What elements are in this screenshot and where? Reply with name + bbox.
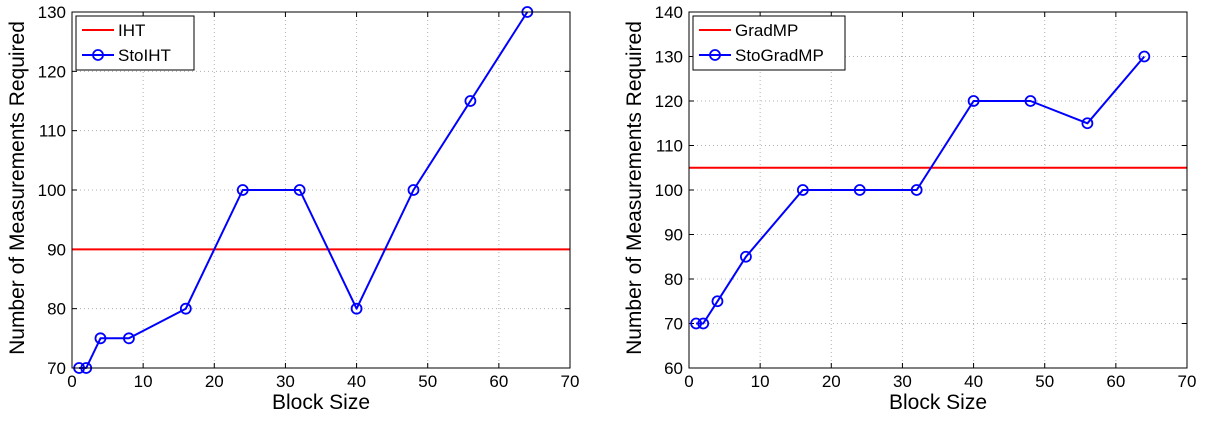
y-tick-label: 130 (655, 48, 683, 67)
legend-marker (92, 49, 104, 61)
data-point (464, 95, 477, 107)
legend-label: IHT (118, 21, 145, 40)
series-line-stogradmp (696, 55, 1146, 325)
data-point (796, 184, 809, 196)
data-point (967, 95, 980, 107)
data-point (179, 302, 192, 315)
y-tick-label: 110 (39, 122, 66, 141)
y-tick-label: 100 (655, 181, 683, 200)
legend-label: StoIHT (118, 46, 171, 65)
y-tick-label: 80 (664, 270, 683, 289)
x-tick-label: 70 (561, 372, 580, 391)
plot-frame (688, 11, 1188, 369)
x-tick-label: 40 (964, 372, 983, 391)
x-tick-label: 70 (1178, 372, 1197, 391)
y-tick-label: 130 (38, 3, 66, 22)
x-tick-label: 30 (893, 372, 912, 391)
x-tick-label: 20 (822, 372, 841, 391)
x-tick-label: 40 (347, 372, 366, 391)
y-axis-label: Number of Measurements Required (623, 21, 646, 355)
x-tick-label: 0 (67, 372, 76, 391)
chart-2: 0 10 20 30 40 50 60 70 60 70 80 90 100 110 120 130 140 Bl… (623, 3, 1196, 414)
data-point (293, 184, 306, 196)
data-point (236, 184, 249, 196)
data-point (711, 295, 724, 308)
data-point (690, 317, 703, 330)
data-point (1138, 50, 1151, 63)
data-point (350, 302, 363, 315)
data-point (123, 332, 135, 345)
data-point (740, 250, 752, 263)
y-tick-label: 120 (38, 62, 66, 81)
legend: IHT StoIHT (75, 15, 195, 71)
legend-box (75, 15, 195, 71)
data-point (697, 317, 710, 330)
x-tick-label: 20 (205, 372, 224, 391)
x-tick-label: 10 (134, 372, 153, 391)
legend-label: StoGradMP (735, 46, 824, 65)
y-axis-label: Number of Measurements Required (6, 21, 29, 355)
x-tick-label: 30 (276, 372, 295, 391)
y-tick-label: 80 (47, 300, 66, 319)
x-tick-label: 10 (751, 372, 770, 391)
y-tick-label: 140 (655, 3, 683, 22)
legend-label: GradMP (735, 21, 798, 40)
chart-1: 0 10 20 30 40 50 60 70 70 80 90 100 110 120 130 Block S… (6, 3, 579, 414)
data-point (1081, 117, 1094, 130)
data-point (1024, 95, 1037, 107)
data-point (94, 332, 107, 345)
x-axis-label: Block Size (889, 391, 987, 414)
legend-marker (709, 49, 721, 61)
y-tick-label: 110 (656, 137, 683, 156)
y-tick-label: 70 (47, 359, 66, 378)
data-point (407, 184, 420, 196)
plot-frame (71, 11, 571, 369)
y-tick-label: 100 (38, 181, 66, 200)
series-line-stoiht (79, 11, 529, 369)
y-tick-label: 90 (47, 240, 66, 259)
x-tick-label: 50 (418, 372, 437, 391)
data-point (853, 184, 866, 196)
data-point (910, 184, 923, 196)
x-tick-label: 50 (1035, 372, 1054, 391)
y-tick-label: 60 (664, 359, 683, 378)
y-tick-label: 120 (655, 92, 683, 111)
y-tick-label: 90 (664, 226, 683, 245)
legend: GradMP StoGradMP (692, 15, 846, 71)
x-axis-label: Block Size (272, 391, 370, 414)
x-tick-label: 60 (489, 372, 508, 391)
legend-box (692, 15, 846, 71)
x-tick-label: 60 (1106, 372, 1125, 391)
y-tick-label: 70 (664, 315, 683, 334)
x-tick-label: 0 (684, 372, 693, 391)
